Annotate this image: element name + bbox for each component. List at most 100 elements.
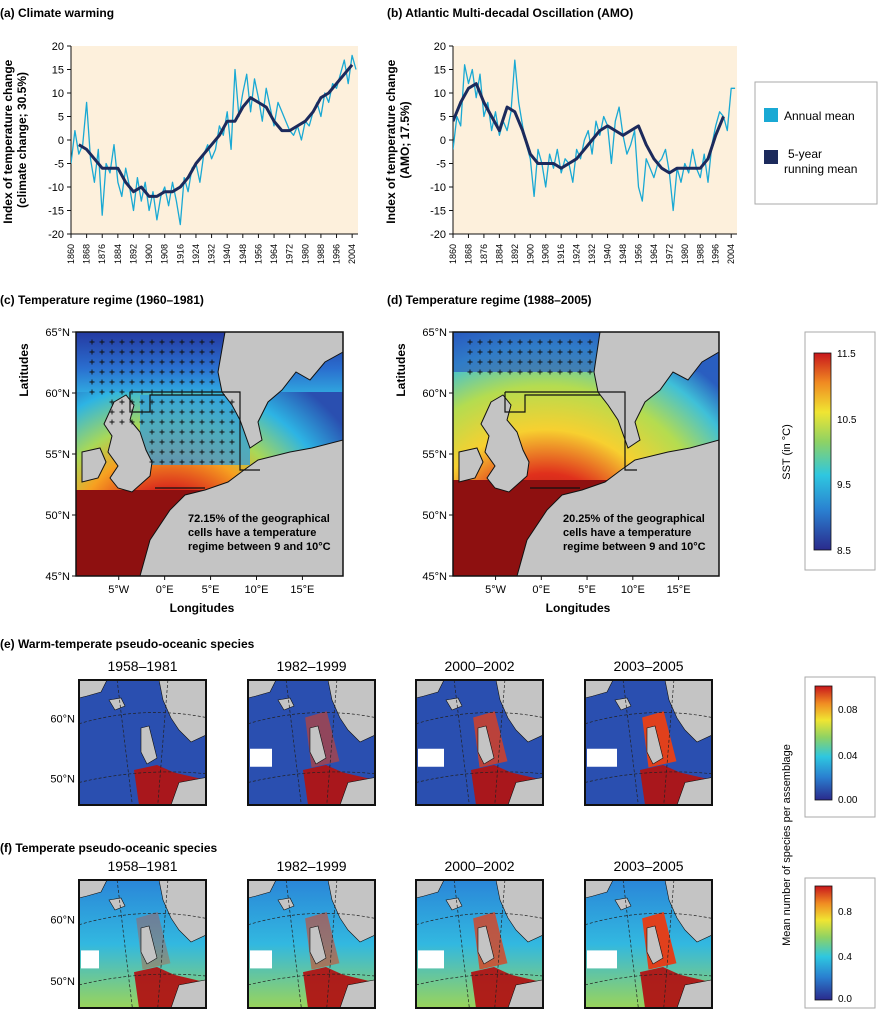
panel-a-xtick-label: 1940 <box>222 244 232 264</box>
panel-c-lon-label: 5°E <box>202 584 220 596</box>
panel-f-period-label: 2000–2002 <box>444 858 514 874</box>
panel-d-cross <box>547 349 553 355</box>
panel-c-cross <box>99 349 105 355</box>
panel-e-iceland <box>445 697 463 711</box>
panel-c-cross <box>209 359 215 365</box>
panel-a-ytick-label: -5 <box>54 159 64 171</box>
panel-d-note-3: regime between 9 and 10°C <box>563 541 706 553</box>
panel-d-lat-label: 60°N <box>422 388 447 400</box>
panel-d-xlabel: Longitudes <box>546 601 611 615</box>
panel-e-maps: 1958–1981 60°N 50°N 1982–1999 2000–2002 2003–… <box>50 658 713 806</box>
panel-e-frame <box>415 679 544 806</box>
panel-c-lon-label: 10°E <box>244 584 268 596</box>
panel-b-xtick-label: 2004 <box>726 244 736 264</box>
panel-c-cross <box>189 429 195 435</box>
species-f-tick-2: 0.0 <box>838 994 852 1005</box>
panel-c-cross <box>229 409 235 415</box>
panel-c-cross <box>129 379 135 385</box>
panel-a-series <box>71 54 357 226</box>
panel-c-cross <box>129 349 135 355</box>
panel-c-cross <box>169 459 175 465</box>
panel-f-britain <box>646 925 664 965</box>
panel-e-britain <box>140 725 158 765</box>
panel-c-cross <box>179 349 185 355</box>
legend-running-label-2: running mean <box>784 162 857 176</box>
panel-a-xtick-label: 1876 <box>97 244 107 264</box>
panel-c-cross <box>229 459 235 465</box>
panel-c-cross <box>99 369 105 375</box>
panel-e-no-data <box>418 748 444 767</box>
panel-c-cross <box>129 359 135 365</box>
panel-a-ytick-label: -10 <box>48 182 64 194</box>
panel-c-cross <box>159 399 165 405</box>
panel-c-cross <box>209 439 215 445</box>
panel-c-cross <box>179 429 185 435</box>
panel-d-cross <box>527 339 533 345</box>
species-colorbar-f: 0.8 0.4 0.0 <box>804 877 876 1009</box>
panel-c-scandinavia <box>217 331 344 449</box>
legend-box <box>754 81 878 205</box>
panel-f-period-label: 1982–1999 <box>276 858 346 874</box>
panel-f-frame <box>78 879 207 1009</box>
panel-a-xtick-label: 1956 <box>253 244 263 264</box>
panel-d-cross <box>557 359 563 365</box>
species-colorbar-label: Mean number of species per assemblage <box>781 744 793 946</box>
panel-d-cross <box>507 359 513 365</box>
panel-c-cross <box>209 369 215 375</box>
panel-d-lat-label: 55°N <box>422 449 447 461</box>
panel-d-cross <box>577 369 583 375</box>
panel-c-cross <box>229 439 235 445</box>
panel-c-note-3: regime between 9 and 10°C <box>188 541 331 553</box>
panel-c-cross <box>119 409 125 415</box>
panel-c-cross <box>149 449 155 455</box>
panel-d-cross <box>567 349 573 355</box>
panel-b-xtick-label: 1908 <box>541 244 551 264</box>
panel-c-cross <box>199 459 205 465</box>
panel-f-map-3: 2000–2002 <box>415 858 544 1009</box>
panel-c-cross <box>169 399 175 405</box>
panel-d-title: (d) Temperature regime (1988–2005) <box>387 293 592 307</box>
panel-e-no-data <box>250 748 272 767</box>
panel-c-cross <box>119 369 125 375</box>
panel-b-xtick-label: 1860 <box>448 244 458 264</box>
panel-d-cross <box>577 339 583 345</box>
panel-c-cross <box>159 339 165 345</box>
panel-d-cross <box>537 339 543 345</box>
panel-e-frame <box>78 679 207 806</box>
panel-b-xtick-label: 1948 <box>618 244 628 264</box>
panel-a-xtick-label: 1860 <box>66 244 76 264</box>
panel-c-cross <box>139 369 145 375</box>
panel-c-cross <box>149 459 155 465</box>
panel-c-cross <box>159 429 165 435</box>
panel-c-cross <box>139 399 145 405</box>
panel-c-cross <box>149 359 155 365</box>
panel-c-cross <box>219 449 225 455</box>
panel-b-ytick-label: 20 <box>434 41 446 53</box>
panel-f-no-data <box>250 950 272 969</box>
panel-d-lat-label: 65°N <box>422 327 447 339</box>
panel-d-cross <box>557 339 563 345</box>
panel-c-cross <box>199 349 205 355</box>
panel-e-no-data <box>587 748 617 767</box>
panel-f-iceland <box>108 897 126 911</box>
panel-b-ytick-label: 15 <box>434 65 446 77</box>
legend-annual-label: Annual mean <box>784 109 855 123</box>
panel-d-europe <box>516 439 720 577</box>
panel-c-ireland <box>81 447 107 483</box>
panel-c-lon-label: 5°W <box>108 584 130 596</box>
legend-running-label-1: 5-year <box>788 147 822 161</box>
panel-d-note-1: 20.25% of the geographical <box>563 513 705 525</box>
panel-c-cross <box>179 409 185 415</box>
panel-f-no-data <box>587 950 617 969</box>
panel-c-cross <box>109 359 115 365</box>
panel-c-cross <box>209 419 215 425</box>
panel-a-xtick-label: 1948 <box>238 244 248 264</box>
panel-e-map-4: 2003–2005 <box>584 658 713 806</box>
panel-d-cross <box>547 339 553 345</box>
panel-c-cross <box>199 339 205 345</box>
panel-b-plot-area <box>453 46 737 234</box>
panel-c-cross <box>139 339 145 345</box>
panel-c-cross <box>109 409 115 415</box>
panel-c-regions <box>129 391 260 489</box>
